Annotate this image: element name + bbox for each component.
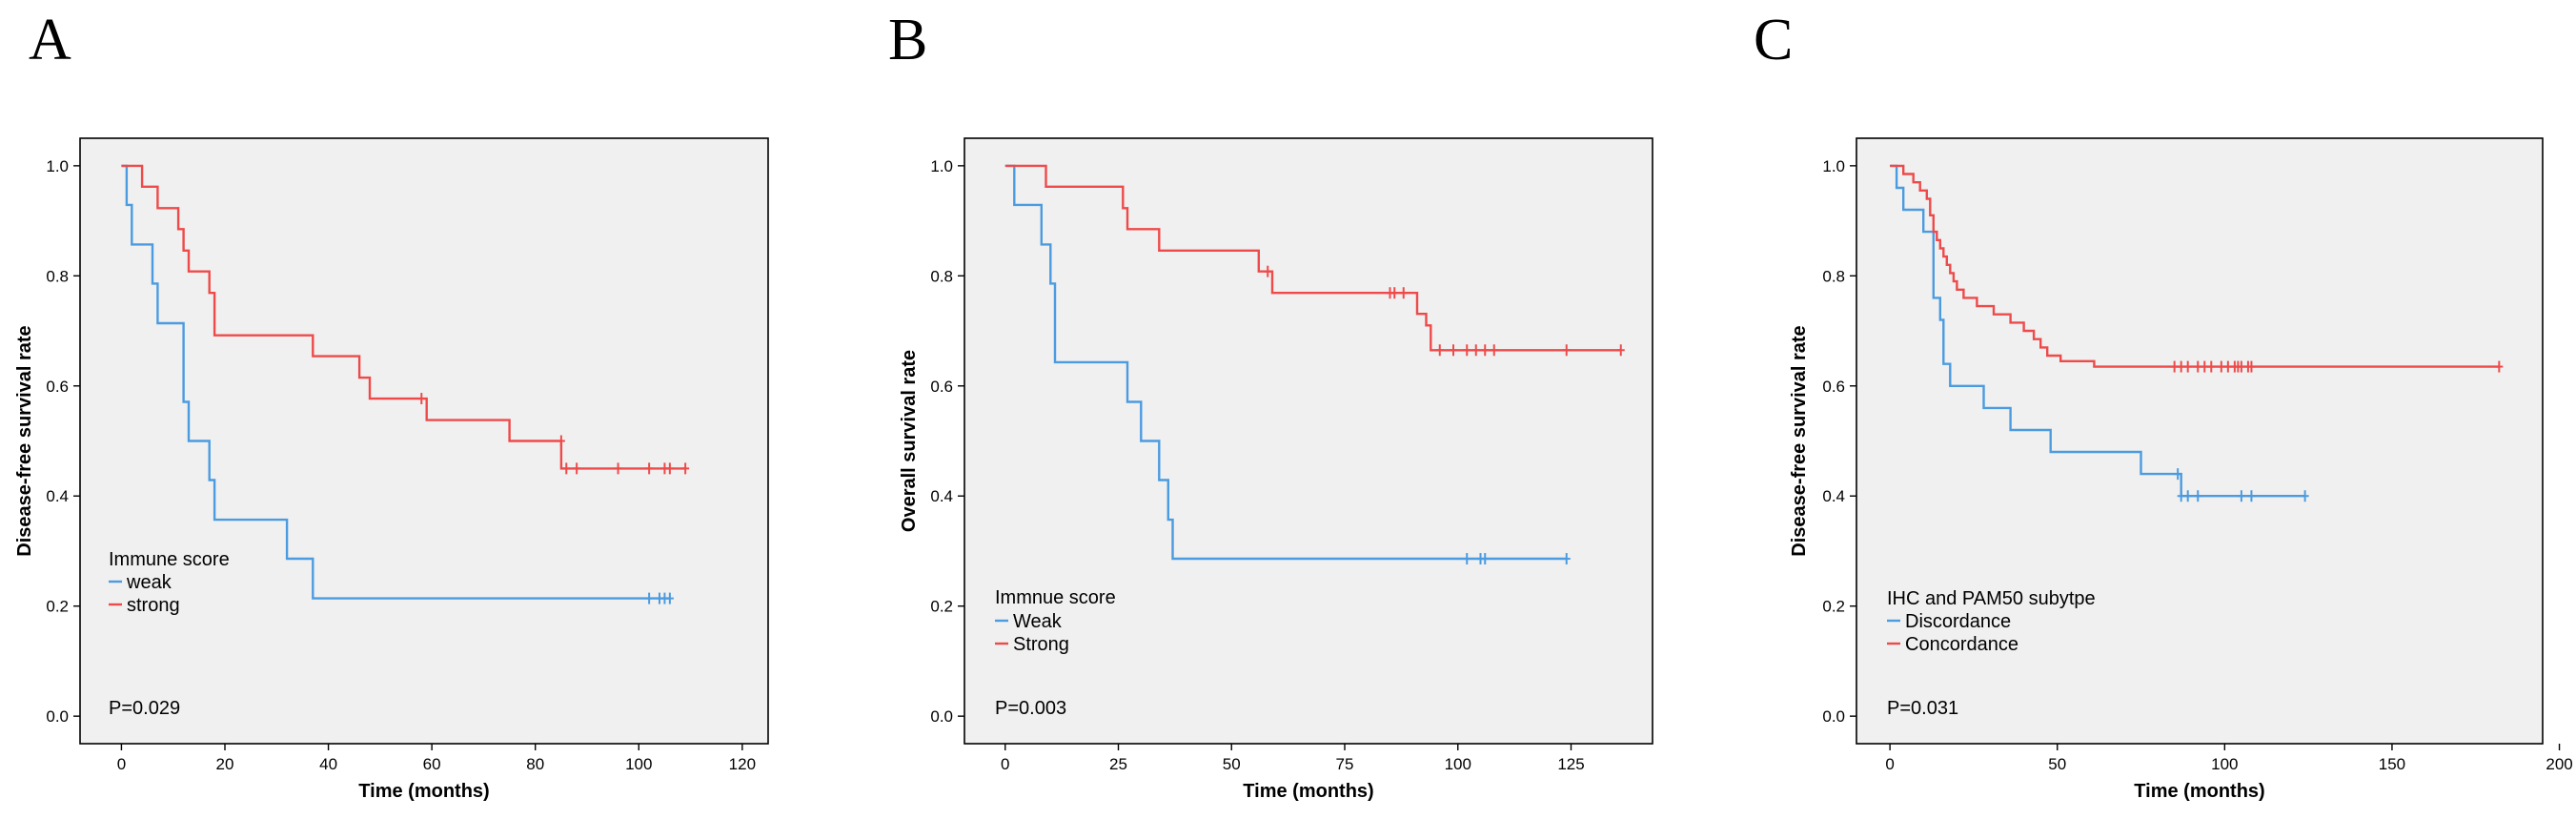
x-tick-label: 0 xyxy=(1885,755,1894,773)
y-tick-label: 0.0 xyxy=(46,707,69,726)
legend-entry-weak: weak xyxy=(126,572,172,593)
plot-area xyxy=(1856,137,2544,745)
y-axis-label: Overall survival rate xyxy=(899,350,920,532)
y-tick-label: 0.0 xyxy=(930,707,953,726)
x-tick-label: 100 xyxy=(625,755,652,773)
curve-discordance xyxy=(1890,164,2305,498)
x-tick-label: 100 xyxy=(1445,755,1471,773)
x-tick-label: 120 xyxy=(729,755,756,773)
panel-b: B Overall survival rate Time (months) Im… xyxy=(888,8,1653,802)
panel-label-c: C xyxy=(1754,8,1793,72)
y-tick-label: 0.6 xyxy=(1822,378,1845,396)
x-tick-label: 25 xyxy=(1109,755,1127,773)
plot-area xyxy=(963,137,1653,745)
legend-title: IHC and PAM50 subytpe xyxy=(1887,588,2096,609)
legend-title: Immune score xyxy=(109,549,230,570)
curve-weak xyxy=(1004,164,1567,561)
y-tick-label: 0.8 xyxy=(930,267,953,285)
x-tick-label: 75 xyxy=(1336,755,1354,773)
x-tick-label: 0 xyxy=(1001,755,1009,773)
panel-label-b: B xyxy=(888,8,927,72)
x-tick-label: 20 xyxy=(216,755,234,773)
curve-strong xyxy=(1004,164,1621,352)
y-tick-label: 0.4 xyxy=(1822,487,1845,505)
legend-entry-concordance: Concordance xyxy=(1905,634,2018,655)
curve-strong xyxy=(121,164,686,470)
legend-entry-discordance: Discordance xyxy=(1905,611,2011,632)
x-tick-label: 150 xyxy=(2379,755,2405,773)
y-tick-label: 0.2 xyxy=(46,598,69,616)
x-axis-label: Time (months) xyxy=(2134,781,2264,802)
x-tick-label: 200 xyxy=(2546,755,2572,773)
y-tick-label: 0.8 xyxy=(1822,267,1845,285)
panel-a: A Disease-free survival rate Time (month… xyxy=(14,8,769,802)
y-tick-label: 0.2 xyxy=(1822,598,1845,616)
y-tick-label: 0.4 xyxy=(930,487,953,505)
y-axis-label: Disease-free survival rate xyxy=(14,325,35,556)
p-value: P=0.003 xyxy=(995,698,1066,719)
p-value: P=0.031 xyxy=(1887,698,1958,719)
y-axis-label: Disease-free survival rate xyxy=(1789,325,1810,556)
y-tick-label: 0.0 xyxy=(1822,707,1845,726)
legend-entry-strong: Strong xyxy=(1013,634,1069,655)
y-tick-label: 1.0 xyxy=(930,157,953,175)
x-axis-label: Time (months) xyxy=(358,781,489,802)
legend-title: Immnue score xyxy=(995,587,1116,608)
x-tick-label: 50 xyxy=(2048,755,2066,773)
x-tick-label: 125 xyxy=(1557,755,1584,773)
y-tick-label: 0.2 xyxy=(930,598,953,616)
y-tick-label: 0.4 xyxy=(46,487,69,505)
y-tick-label: 0.8 xyxy=(46,267,69,285)
p-value: P=0.029 xyxy=(109,698,180,719)
legend-entry-weak: Weak xyxy=(1013,611,1063,632)
y-tick-label: 1.0 xyxy=(1822,157,1845,175)
x-tick-label: 0 xyxy=(117,755,126,773)
x-axis-label: Time (months) xyxy=(1243,781,1373,802)
x-tick-label: 100 xyxy=(2211,755,2238,773)
y-tick-label: 0.6 xyxy=(930,378,953,396)
curve-concordance xyxy=(1890,164,2500,368)
x-tick-label: 80 xyxy=(526,755,544,773)
x-tick-label: 50 xyxy=(1223,755,1241,773)
y-tick-label: 0.6 xyxy=(46,378,69,396)
panel-c: C Disease-free survival rate Time (month… xyxy=(1754,8,2573,802)
y-tick-label: 1.0 xyxy=(46,157,69,175)
curve-weak xyxy=(121,164,670,600)
legend-entry-strong: strong xyxy=(127,595,180,616)
x-tick-label: 40 xyxy=(319,755,337,773)
x-tick-label: 60 xyxy=(423,755,441,773)
panel-label-a: A xyxy=(29,8,71,72)
